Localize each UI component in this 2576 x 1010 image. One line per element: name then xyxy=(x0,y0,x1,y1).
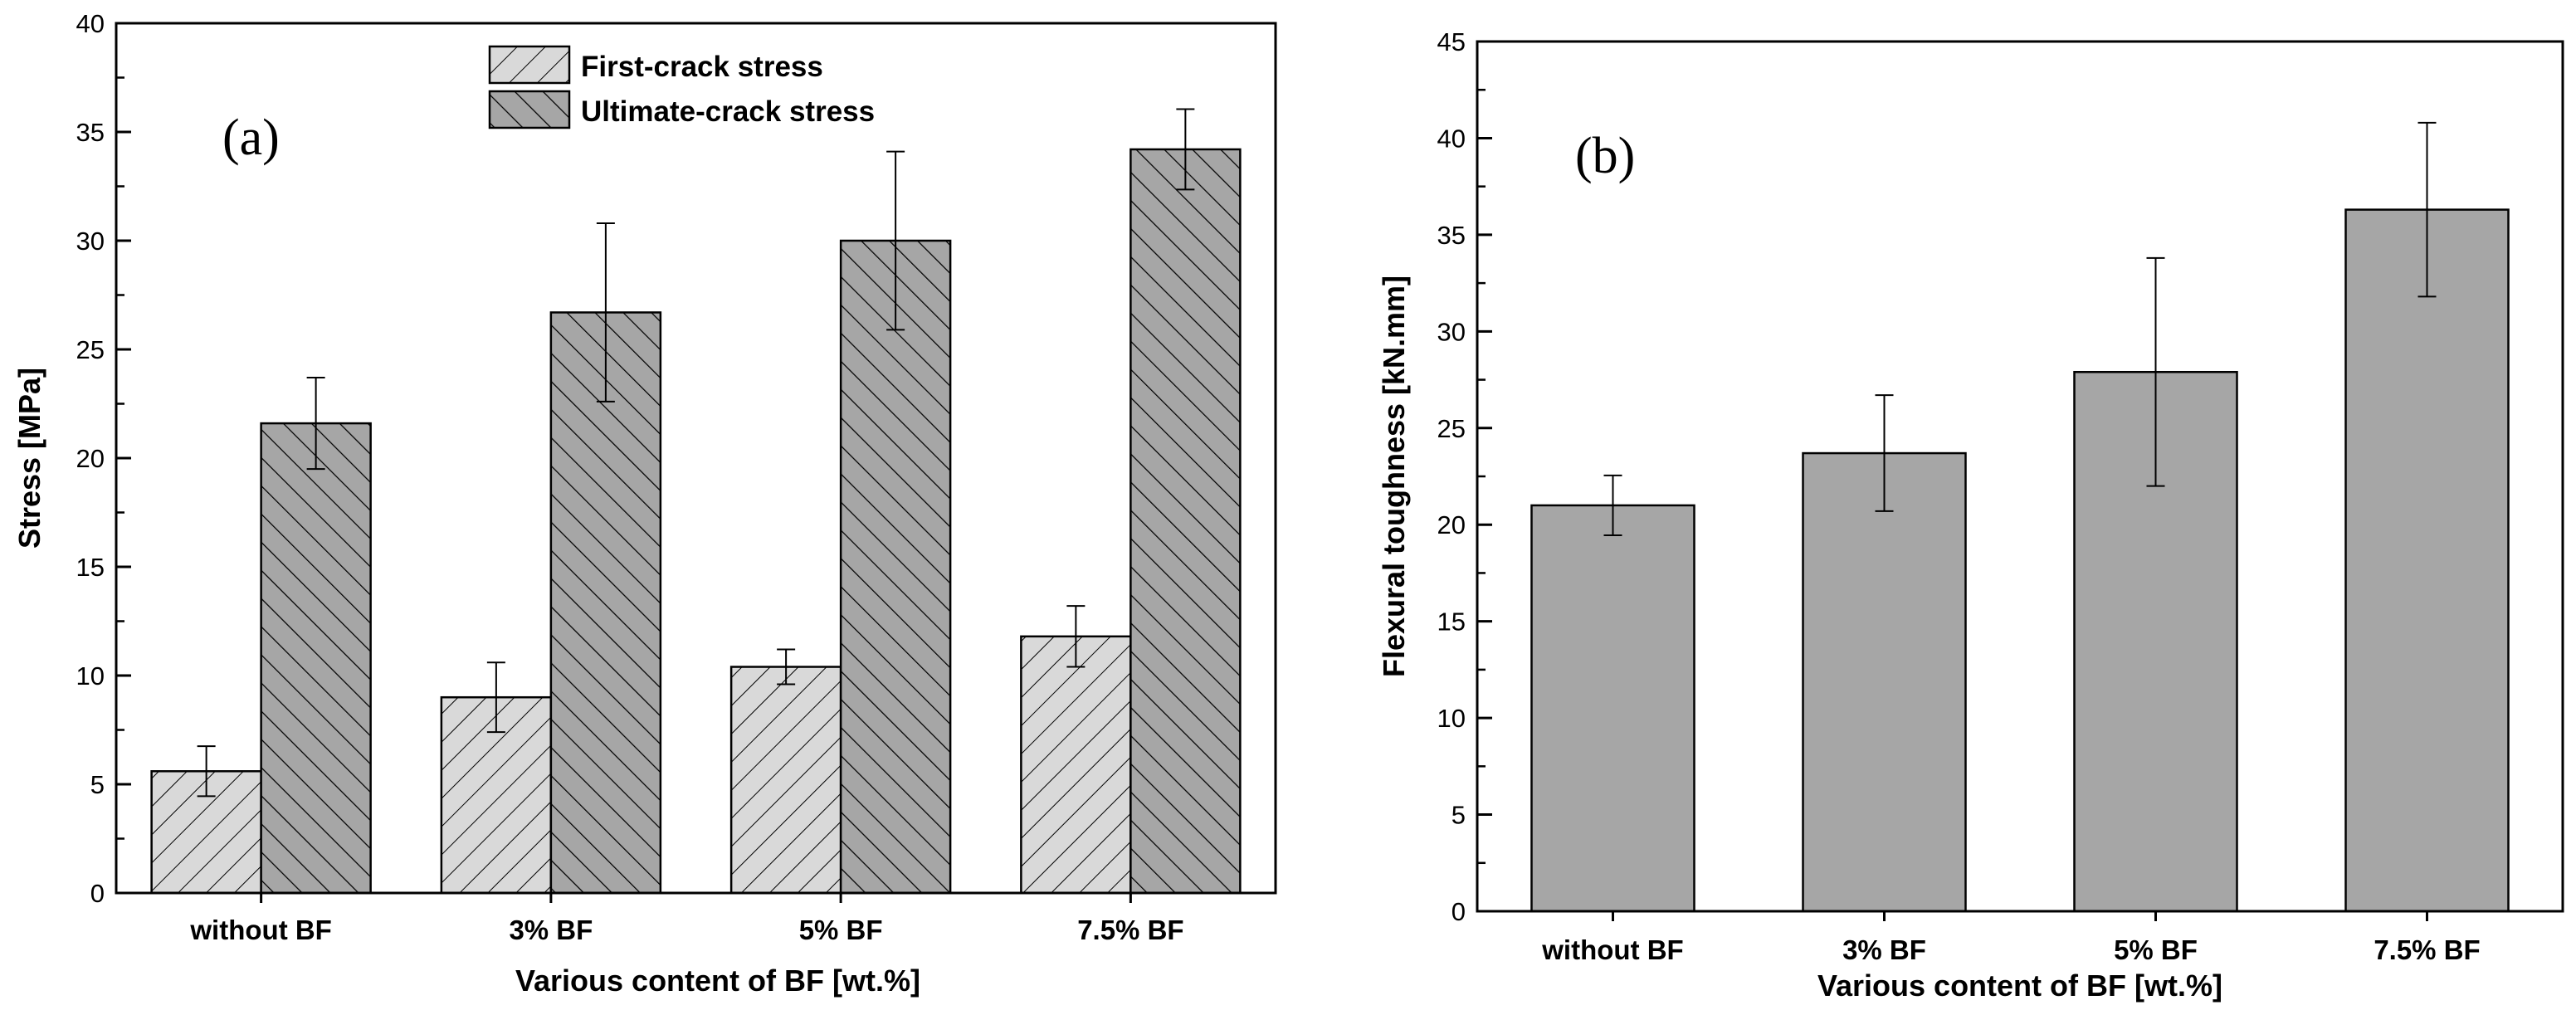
y-tick-label: 30 xyxy=(76,227,105,256)
y-tick-label: 15 xyxy=(1437,607,1466,637)
bars-b xyxy=(1530,208,2510,913)
y-tick-label: 15 xyxy=(76,553,105,582)
y-tick-label: 25 xyxy=(76,335,105,364)
y-tick-label: 10 xyxy=(76,661,105,690)
x-tick-label: without BF xyxy=(1541,934,1683,965)
y-axis-label-a: Stress [MPa] xyxy=(12,368,46,549)
y-tick-label: 35 xyxy=(76,118,105,147)
legend-swatch-first-crack xyxy=(488,45,571,85)
panel-label-a: (a) xyxy=(222,110,280,166)
legend-swatch-ultimate-crack xyxy=(488,90,571,129)
y-axis-label-b: Flexural toughness [kN.mm] xyxy=(1377,276,1411,677)
y-tick-label: 30 xyxy=(1437,317,1466,346)
x-tick-label: 5% BF xyxy=(799,915,883,945)
bars-a xyxy=(150,148,1242,895)
y-tick-label: 5 xyxy=(1451,801,1466,830)
x-axis-label-a: Various content of BF [wt.%] xyxy=(515,964,920,998)
panel-label-b: (b) xyxy=(1575,128,1635,184)
error-bars-a xyxy=(197,108,1195,798)
bar-first-crack-stress-5-bf xyxy=(729,666,842,895)
y-tick-label: 5 xyxy=(90,770,105,799)
y-tick-label: 40 xyxy=(1437,124,1466,153)
legend-a: First-crack stress Ultimate-crack stress xyxy=(488,45,875,129)
bar-ultimate-crack-stress-without-bf xyxy=(260,422,372,895)
y-tick-label: 40 xyxy=(76,9,105,38)
legend-label-first-crack: First-crack stress xyxy=(581,51,823,83)
bar-ultimate-crack-stress-7-5-bf xyxy=(1129,148,1242,895)
y-axis-a: 0 5 10 15 20 25 30 35 40 xyxy=(76,9,131,908)
x-axis-a: without BF 3% BF 5% BF 7.5% BF xyxy=(189,893,1184,945)
legend-label-ultimate-crack: Ultimate-crack stress xyxy=(581,95,875,128)
y-tick-label: 0 xyxy=(1451,897,1466,926)
x-tick-label: 3% BF xyxy=(509,915,593,945)
bar-value-without-bf xyxy=(1530,504,1695,913)
bar-first-crack-stress-7-5-bf xyxy=(1020,635,1132,895)
y-tick-label: 0 xyxy=(90,879,105,908)
x-axis-b: without BF 3% BF 5% BF 7.5% BF xyxy=(1541,911,2481,965)
chart-panel-b: (b) 0 5 10 15 20 25 30 35 40 45 without BF 3% BF 5%… xyxy=(1377,27,2564,1003)
x-tick-label: 5% BF xyxy=(2114,934,2198,965)
y-tick-label: 45 xyxy=(1437,27,1466,56)
y-tick-label: 20 xyxy=(1437,510,1466,539)
x-tick-label: 3% BF xyxy=(1842,934,1926,965)
error-bars-b xyxy=(1603,121,2437,537)
x-tick-label: 7.5% BF xyxy=(1077,915,1183,945)
y-axis-b: 0 5 10 15 20 25 30 35 40 45 xyxy=(1437,27,1492,926)
x-tick-label: without BF xyxy=(189,915,331,945)
y-tick-label: 25 xyxy=(1437,414,1466,443)
bar-value-7-5-bf xyxy=(2344,208,2510,913)
x-tick-label: 7.5% BF xyxy=(2374,934,2480,965)
bar-ultimate-crack-stress-5-bf xyxy=(839,239,952,895)
chart-panel-a: (a) 0 5 10 15 20 25 30 35 40 without BF 3% BF 5% B… xyxy=(12,9,1277,998)
y-tick-label: 10 xyxy=(1437,704,1466,733)
bar-value-3-bf xyxy=(1802,451,1967,913)
x-axis-label-b: Various content of BF [wt.%] xyxy=(1817,969,2222,1003)
y-tick-label: 20 xyxy=(76,444,105,473)
y-tick-label: 35 xyxy=(1437,221,1466,250)
